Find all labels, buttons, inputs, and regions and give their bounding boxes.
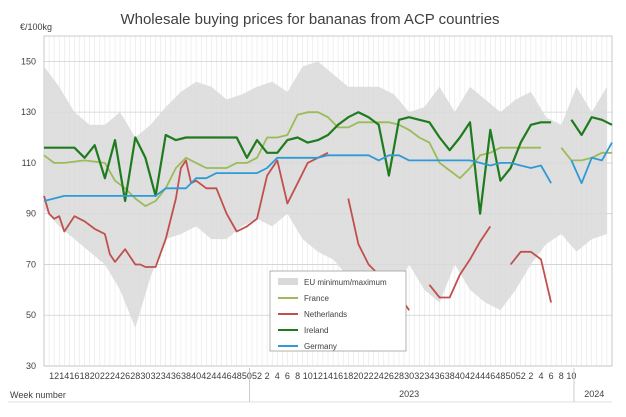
x-tick-label: 26 — [120, 371, 130, 381]
x-tick-label: 6 — [285, 371, 290, 381]
x-tick-label: 50 — [242, 371, 252, 381]
x-tick-label: 30 — [140, 371, 150, 381]
legend-label: France — [304, 294, 329, 303]
x-tick-label: 6 — [549, 371, 554, 381]
x-tick-label: 10 — [303, 371, 313, 381]
x-axis: 12 14 16 18 20 22 24 26 28 30 32 34 36 38 40 42 44 46 48 50… — [8, 368, 612, 403]
legend-label: EU minimum/maximum — [304, 278, 387, 287]
legend-swatch-band — [278, 278, 298, 285]
x-tick-label: 44 — [475, 371, 485, 381]
x-tick-label: 24 — [110, 371, 120, 381]
x-tick-label: 22 — [100, 371, 110, 381]
x-tick-label: 52 — [252, 371, 262, 381]
x-tick-label: 38 — [181, 371, 191, 381]
chart-title: Wholesale buying prices for bananas from… — [120, 11, 499, 28]
x-tick-label: 50 — [506, 371, 516, 381]
x-tick-label: 16 — [69, 371, 79, 381]
x-tick-label: 36 — [171, 371, 181, 381]
x-tick-label: 20 — [90, 371, 100, 381]
x-tick-label: 46 — [485, 371, 495, 381]
x-tick-label: 42 — [465, 371, 475, 381]
x-tick-label: 16 — [333, 371, 343, 381]
x-tick-label: 28 — [130, 371, 140, 381]
x-tick-label: 24 — [374, 371, 384, 381]
x-tick-label: 34 — [424, 371, 434, 381]
x-tick-label: 22 — [364, 371, 374, 381]
x-axis-label: Week number — [10, 390, 66, 400]
x-tick-label: 44 — [211, 371, 221, 381]
x-tick-label: 12 — [49, 371, 59, 381]
x-tick-label: 14 — [59, 371, 69, 381]
x-tick-label: 52 — [516, 371, 526, 381]
x-tick-label: 10 — [566, 371, 576, 381]
x-tick-label: 2 — [528, 371, 533, 381]
x-tick-label: 40 — [455, 371, 465, 381]
x-tick-label: 28 — [394, 371, 404, 381]
x-tick-label: 34 — [161, 371, 171, 381]
x-tick-label: 12 — [313, 371, 323, 381]
series-line-ireland — [44, 111, 613, 215]
y-tick-label: 130 — [21, 107, 36, 117]
x-tick-label: 8 — [559, 371, 564, 381]
y-axis: 30 50 70 90 110 130 150 — [21, 56, 36, 371]
x-tick-label: 46 — [222, 371, 232, 381]
y-tick-label: 150 — [21, 56, 36, 66]
legend-label: Germany — [304, 342, 337, 351]
x-tick-label: 42 — [201, 371, 211, 381]
x-tick-label: 18 — [80, 371, 90, 381]
x-tick-label: 36 — [435, 371, 445, 381]
lines-layer — [43, 111, 613, 311]
x-tick-label: 38 — [445, 371, 455, 381]
y-tick-label: 50 — [26, 310, 36, 320]
x-tick-label: 20 — [353, 371, 363, 381]
x-tick-label: 48 — [232, 371, 242, 381]
series-line-germany — [43, 142, 613, 202]
x-tick-label: 32 — [151, 371, 161, 381]
series-line-france — [43, 111, 612, 207]
x-tick-label: 32 — [414, 371, 424, 381]
x-tick-label: 48 — [495, 371, 505, 381]
y-tick-label: 110 — [22, 158, 36, 168]
y-axis-unit: €/100kg — [20, 22, 52, 32]
x-tick-label: 4 — [538, 371, 543, 381]
x-tick-label: 2 — [265, 371, 270, 381]
x-tick-label: 40 — [191, 371, 201, 381]
x-tick-label: 14 — [323, 371, 333, 381]
x-tick-label: 30 — [404, 371, 414, 381]
x-tick-label: 26 — [384, 371, 394, 381]
y-tick-label: 90 — [26, 209, 36, 219]
year-label: 2023 — [399, 389, 419, 399]
y-tick-label: 30 — [26, 361, 36, 371]
x-tick-label: 8 — [295, 371, 300, 381]
legend: EU minimum/maximum France Netherlands Irela… — [269, 270, 407, 352]
x-tick-label: 18 — [343, 371, 353, 381]
x-tick-label: 4 — [275, 371, 280, 381]
year-label: 2024 — [584, 389, 604, 399]
legend-label: Ireland — [304, 326, 328, 335]
legend-label: Netherlands — [304, 310, 347, 319]
y-tick-label: 70 — [26, 259, 36, 269]
